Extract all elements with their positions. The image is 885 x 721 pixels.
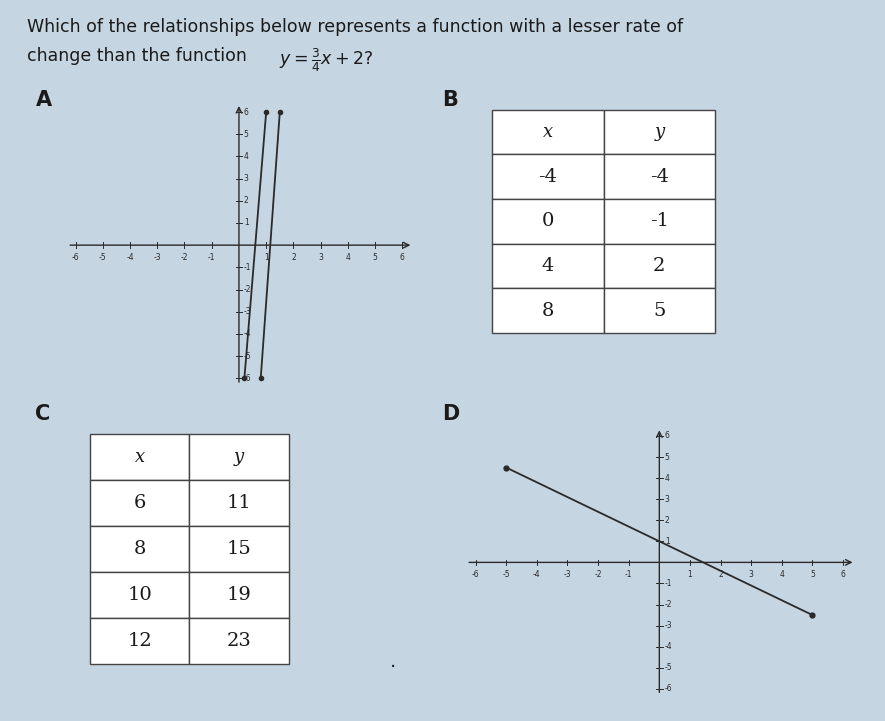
Text: B: B [442,90,458,110]
Text: -2: -2 [595,570,602,579]
Text: -1: -1 [665,579,673,588]
Text: 4: 4 [780,570,784,579]
FancyBboxPatch shape [604,154,715,199]
FancyBboxPatch shape [189,618,289,664]
Text: 2: 2 [291,253,296,262]
FancyBboxPatch shape [492,244,604,288]
Text: -4: -4 [533,570,541,579]
Text: -1: -1 [625,570,633,579]
Text: -1: -1 [244,263,251,272]
Text: -1: -1 [208,253,215,262]
Text: 1: 1 [665,537,670,546]
Text: 6: 6 [665,431,670,441]
FancyBboxPatch shape [604,244,715,288]
Text: 15: 15 [227,540,251,557]
Text: -5: -5 [665,663,673,672]
FancyBboxPatch shape [604,110,715,154]
Text: -6: -6 [72,253,80,262]
Text: 1: 1 [264,253,268,262]
Text: 3: 3 [319,253,323,262]
Text: 4: 4 [542,257,554,275]
Text: 2: 2 [665,516,670,525]
Text: 4: 4 [244,152,249,161]
Text: 3: 3 [665,495,670,504]
Text: -3: -3 [564,570,571,579]
Text: 8: 8 [134,540,146,557]
Text: -1: -1 [650,213,669,230]
Text: 11: 11 [227,494,251,512]
Text: 1: 1 [688,570,692,579]
FancyBboxPatch shape [492,154,604,199]
FancyBboxPatch shape [492,199,604,244]
FancyBboxPatch shape [189,572,289,618]
Text: y: y [234,448,244,466]
Text: 5: 5 [665,453,670,461]
Text: y: y [654,123,665,141]
Text: 2: 2 [653,257,666,275]
Text: -4: -4 [665,642,673,651]
Text: 8: 8 [542,302,554,319]
FancyBboxPatch shape [604,199,715,244]
Text: -3: -3 [153,253,161,262]
Text: 6: 6 [134,494,146,512]
FancyBboxPatch shape [189,526,289,572]
Text: $y = \frac{3}{4}x + 2$?: $y = \frac{3}{4}x + 2$? [279,47,373,74]
Text: -5: -5 [503,570,510,579]
Text: -6: -6 [665,684,673,694]
Text: 4: 4 [345,253,350,262]
Text: -6: -6 [472,570,480,579]
Text: 5: 5 [810,570,815,579]
Text: change than the function: change than the function [27,47,252,65]
Text: 5: 5 [244,130,249,138]
Text: 3: 3 [244,174,249,183]
Text: 6: 6 [400,253,404,262]
Text: 23: 23 [227,632,251,650]
Text: -4: -4 [244,329,251,338]
Text: -4: -4 [538,168,558,185]
Text: 0: 0 [542,213,554,230]
Text: 12: 12 [127,632,152,650]
Text: -4: -4 [127,253,134,262]
Text: -2: -2 [244,285,251,294]
Text: C: C [35,404,50,424]
Text: 4: 4 [665,474,670,482]
Text: 5: 5 [653,302,666,319]
FancyBboxPatch shape [492,288,604,333]
Text: 10: 10 [127,585,152,603]
Text: -2: -2 [181,253,189,262]
FancyBboxPatch shape [90,433,189,479]
FancyBboxPatch shape [90,572,189,618]
Text: -5: -5 [99,253,106,262]
FancyBboxPatch shape [189,479,289,526]
Text: D: D [442,404,459,424]
Text: 2: 2 [244,196,249,205]
Text: 1: 1 [244,218,249,227]
Text: -3: -3 [244,307,251,317]
Text: -3: -3 [665,621,673,630]
FancyBboxPatch shape [90,479,189,526]
Text: -5: -5 [244,352,251,360]
Text: 3: 3 [749,570,754,579]
Text: .: . [389,653,396,671]
Text: -4: -4 [650,168,669,185]
Text: x: x [135,448,145,466]
Text: x: x [543,123,553,141]
Text: 19: 19 [227,585,251,603]
Text: -6: -6 [244,373,251,383]
Text: 5: 5 [373,253,378,262]
Text: 6: 6 [841,570,845,579]
FancyBboxPatch shape [90,526,189,572]
Text: -2: -2 [665,600,673,609]
Text: A: A [35,90,51,110]
FancyBboxPatch shape [604,288,715,333]
FancyBboxPatch shape [492,110,604,154]
Text: 6: 6 [244,107,249,117]
Text: 2: 2 [719,570,723,579]
FancyBboxPatch shape [90,618,189,664]
Text: Which of the relationships below represents a function with a lesser rate of: Which of the relationships below represe… [27,18,682,36]
FancyBboxPatch shape [189,433,289,479]
